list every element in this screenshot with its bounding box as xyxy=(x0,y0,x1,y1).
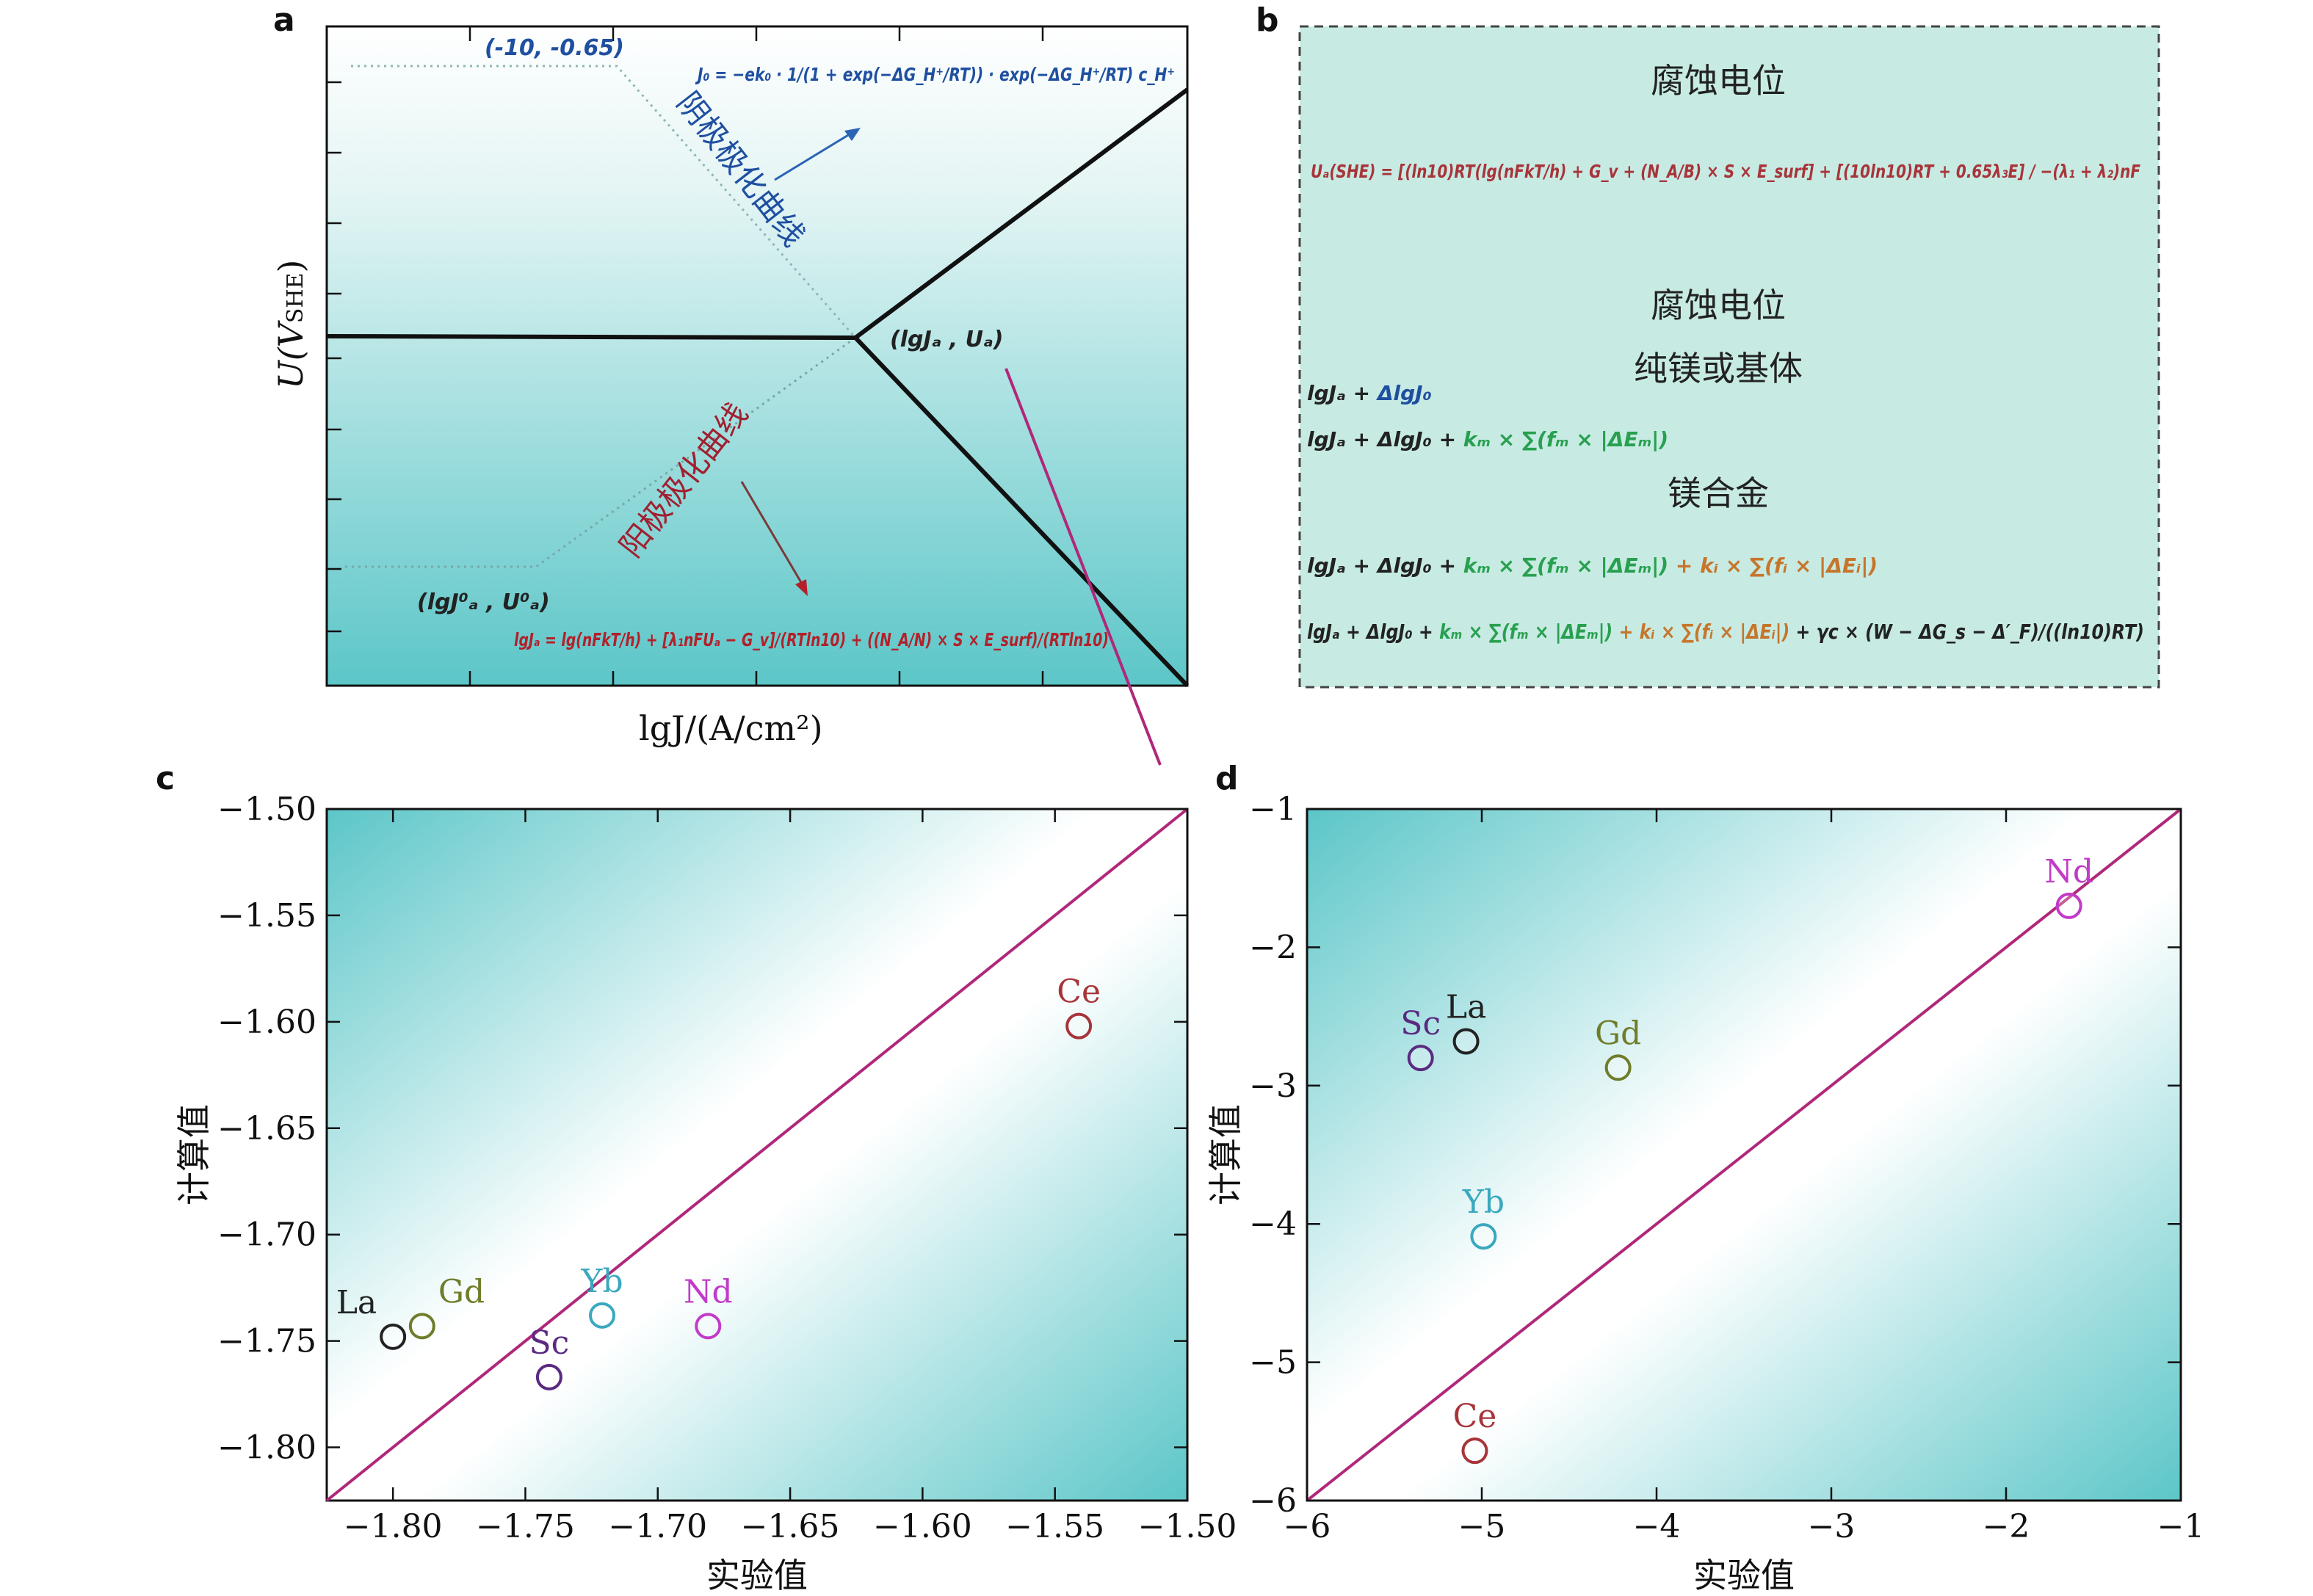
point-label-gd: Gd xyxy=(438,1273,485,1310)
y-axis-title: 计算值 xyxy=(174,1104,214,1205)
x-tick-label: −6 xyxy=(1284,1508,1331,1545)
y-tick-label: −4 xyxy=(1249,1205,1297,1243)
y-tick-label: −3 xyxy=(1249,1067,1297,1105)
x-tick-label: −1.75 xyxy=(476,1508,575,1545)
y-tick-label: −1 xyxy=(1249,791,1297,828)
point-ce xyxy=(1461,1437,1488,1465)
formula-lgja: lgJₐ = lg(nFkT/h) + [λ₁nFUₐ − G_v]/(RTln… xyxy=(514,629,1109,650)
panel-b: b 腐蚀电位 Uₐ(SHE) = [(ln10)RT(lg(nFkT/h) + … xyxy=(1256,1,2160,689)
panel-d-letter: d xyxy=(1215,760,1239,797)
x-tick-label: −1.60 xyxy=(873,1508,972,1545)
y-tick-label: −6 xyxy=(1249,1482,1297,1520)
point-label-yb: Yb xyxy=(580,1263,623,1300)
point-ce xyxy=(1065,1012,1093,1040)
x-tick-label: −2 xyxy=(1983,1508,2030,1545)
y-tick-label: −5 xyxy=(1249,1344,1297,1382)
anodic-branch xyxy=(853,335,1190,688)
point-label-la: La xyxy=(1446,989,1486,1026)
panel-c-letter: c xyxy=(156,760,175,797)
x-tick-label: −1.70 xyxy=(608,1508,707,1545)
point-label-yb: Yb xyxy=(1462,1183,1505,1221)
y-tick-label: −2 xyxy=(1249,929,1297,966)
point-top-label: (-10, -0.65) xyxy=(485,35,624,61)
panel-a-plot-area xyxy=(325,25,1189,687)
formula-line-3: lgJₐ + ΔlgJ₀ + kₘ × ∑(fₘ × |ΔEₘ|) + kᵢ ×… xyxy=(1307,554,1878,578)
diagonal-line xyxy=(325,808,1189,1502)
x-tick-label: −5 xyxy=(1458,1508,1506,1545)
panel-a-letter: a xyxy=(273,1,295,39)
point-label-la: La xyxy=(336,1284,377,1321)
x-tick-label: −3 xyxy=(1808,1508,1856,1545)
point-label-ce: Ce xyxy=(1453,1398,1497,1435)
panel-c: c −1.80 −1.75 −1.70 −1.65 −1.60 −1.55 −1.50 −1.… xyxy=(156,760,1237,1595)
y-tick-label: −1.65 xyxy=(217,1110,316,1147)
point-sc xyxy=(535,1363,562,1390)
panel-a-x-title: lgJ/(A/cm²) xyxy=(639,708,823,748)
formula-j0: J₀ = −ek₀ · 1/(1 + exp(−ΔG_H⁺/RT)) · exp… xyxy=(695,64,1175,85)
formula-line-2: lgJₐ + ΔlgJ₀ + kₘ × ∑(fₘ × |ΔEₘ|) xyxy=(1307,427,1668,451)
blue-arrow xyxy=(774,128,861,181)
x-tick-label: −4 xyxy=(1633,1508,1681,1545)
formula-ua: Uₐ(SHE) = [(ln10)RT(lg(nFkT/h) + G_v + (… xyxy=(1311,161,2140,182)
cathodic-dotted-line xyxy=(351,65,857,338)
x-tick-label: −1 xyxy=(2157,1508,2205,1545)
point-nd xyxy=(695,1313,722,1340)
point-label-gd: Gd xyxy=(1595,1015,1641,1052)
point-la xyxy=(380,1323,407,1350)
point-label-nd: Nd xyxy=(684,1273,733,1310)
point-gd xyxy=(408,1313,435,1340)
point-yb xyxy=(589,1302,616,1329)
x-tick-label: −1.55 xyxy=(1005,1508,1104,1545)
point-mid-label: (lgJₐ , Uₐ) xyxy=(890,327,1003,352)
point-label-nd: Nd xyxy=(2044,853,2093,891)
heading-corrosion-potential-1: 腐蚀电位 xyxy=(1651,61,1786,101)
point-bottom-label: (lgJ⁰ₐ , U⁰ₐ) xyxy=(417,590,550,615)
formula-line-4: lgJₐ + ΔlgJ₀ + kₘ × ∑(fₘ × |ΔEₘ|) + kᵢ ×… xyxy=(1307,620,2144,644)
x-tick-label: −1.65 xyxy=(741,1508,840,1545)
point-gd xyxy=(1604,1054,1632,1081)
y-axis-title: 计算值 xyxy=(1206,1104,1245,1205)
panel-a-y-title: U(VSHE) xyxy=(271,259,311,389)
point-label-sc: Sc xyxy=(1400,1005,1441,1042)
heading-corrosion-potential-2: 腐蚀电位 xyxy=(1651,286,1786,325)
y-tick-label: −1.70 xyxy=(217,1216,316,1254)
y-tick-label: −1.75 xyxy=(217,1323,316,1360)
y-tick-label: −1.80 xyxy=(217,1429,316,1467)
y-tick-label: −1.50 xyxy=(217,791,316,828)
heading-mg-alloy: 镁合金 xyxy=(1668,474,1769,513)
y-tick-label: −1.60 xyxy=(217,1004,316,1041)
point-sc xyxy=(1407,1045,1434,1072)
diagonal-line xyxy=(1306,808,2182,1502)
red-arrow xyxy=(740,481,808,596)
point-nd xyxy=(2055,892,2082,919)
x-tick-label: −1.80 xyxy=(344,1508,443,1545)
x-tick-label: −1.50 xyxy=(1138,1508,1237,1545)
panel-d: d −6 −5 −4 −3 −2 −1 −1 −2 −3 −4 −5 −6 实验值 计算值 Sc La Gd Yb… xyxy=(1206,760,2204,1595)
connector-line xyxy=(1005,368,1162,766)
point-yb xyxy=(1470,1223,1497,1250)
point-la xyxy=(1452,1028,1480,1055)
formula-line-1: lgJₐ + ΔlgJ₀ xyxy=(1307,381,1432,405)
panel-b-box xyxy=(1298,25,2160,689)
point-label-ce: Ce xyxy=(1057,973,1101,1011)
y-tick-label: −1.55 xyxy=(217,897,316,935)
point-label-sc: Sc xyxy=(529,1324,570,1362)
panel-a-ticks xyxy=(327,26,1044,686)
x-axis-title: 实验值 xyxy=(1693,1556,1795,1595)
panel-b-letter: b xyxy=(1256,1,1279,39)
panel-a: a xyxy=(271,1,1190,766)
x-axis-title: 实验值 xyxy=(706,1556,808,1595)
heading-pure-mg: 纯镁或基体 xyxy=(1634,349,1803,388)
